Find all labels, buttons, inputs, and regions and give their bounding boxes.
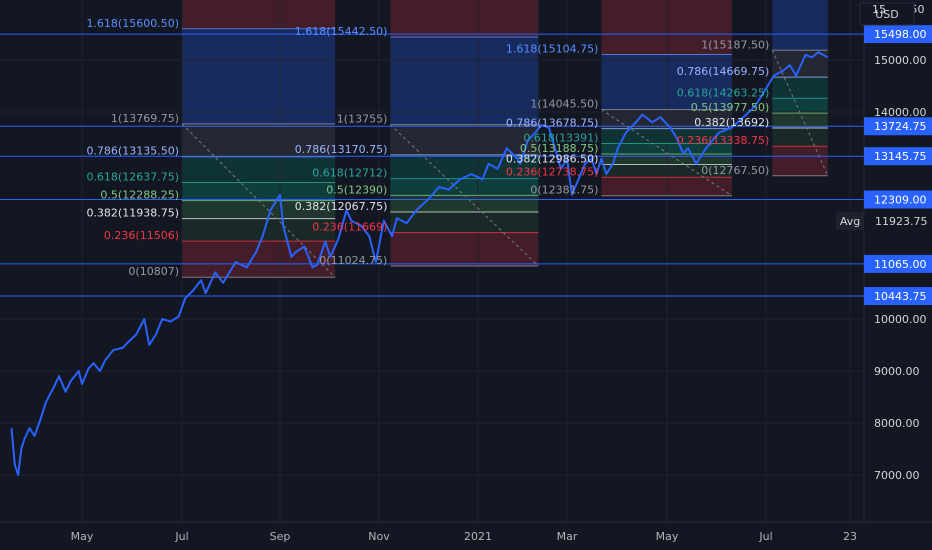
horizontal-lines bbox=[0, 33, 864, 297]
x-tick-label: May bbox=[71, 530, 94, 543]
fib-level-label: 0.786(14669.75) bbox=[677, 65, 770, 78]
price-box-label: 10443.75 bbox=[874, 290, 927, 303]
x-tick-label: Jul bbox=[174, 530, 188, 543]
fib-level-label: 0.382(11938.75) bbox=[86, 207, 179, 220]
fib-level-label: 0.618(12712) bbox=[312, 167, 387, 180]
fib-level-label: 0.618(13391) bbox=[523, 132, 598, 145]
axis-top-label: 15 bbox=[872, 3, 886, 16]
price-axis: 7000.00 8000.00 9000.00 10000.00 14000.00 150… bbox=[863, 0, 932, 522]
fib-level-label: 0.786(13135.50) bbox=[86, 145, 179, 158]
fib-zone bbox=[772, 113, 828, 128]
price-box-label: 12309.00 bbox=[874, 194, 927, 207]
y-tick-label: 8000.00 bbox=[874, 417, 920, 430]
fib-level-label: 0.236(12738.75) bbox=[506, 165, 599, 178]
fib-level-label: 1(13755) bbox=[337, 113, 388, 126]
fib-level-label: 0.236(13338.75) bbox=[677, 134, 770, 147]
price-box-label: 13724.75 bbox=[874, 120, 927, 133]
fib-level-label: 1(14045.50) bbox=[530, 98, 598, 111]
fib-zone bbox=[390, 195, 539, 212]
fib-level-label: 0.382(13692) bbox=[694, 116, 769, 129]
avg-value: 11923.75 bbox=[875, 215, 928, 228]
fib-level-label: 1(15187.50) bbox=[701, 38, 769, 51]
x-tick-label: 23 bbox=[843, 530, 857, 543]
price-box bbox=[864, 147, 932, 166]
fib-level-label: 0(11024.75) bbox=[319, 254, 387, 267]
price-box bbox=[864, 25, 932, 44]
y-tick-label: 15000.00 bbox=[874, 54, 927, 67]
fib-zone bbox=[772, 146, 828, 176]
fib-level-label: 0.236(11669) bbox=[312, 221, 387, 234]
fib-level-label: 0.236(11506) bbox=[104, 229, 179, 242]
fib-zone bbox=[182, 0, 336, 29]
fib-lines bbox=[181, 28, 829, 278]
fib-level-label: 0.382(12986.50) bbox=[506, 152, 599, 165]
fib-level-label: 0.5(12288.25) bbox=[100, 189, 179, 202]
x-tick-label: Mar bbox=[557, 530, 578, 543]
fib-level-label: 1.618(15600.50) bbox=[86, 17, 179, 30]
price-box-label: 15498.00 bbox=[874, 28, 927, 41]
price-box bbox=[864, 254, 932, 273]
fib-level-label: 0(12381.75) bbox=[530, 184, 598, 197]
fib-zone bbox=[390, 211, 539, 233]
fib-zone bbox=[182, 200, 336, 219]
time-axis: May Jul Sep Nov 2021 Mar May Jul 23 bbox=[0, 521, 932, 550]
avg-marker: Avg 11923.75 bbox=[836, 212, 932, 230]
fib-zone bbox=[772, 98, 828, 114]
y-tick-label: 9000.00 bbox=[874, 365, 920, 378]
fib-level-label: 0.618(14263.25) bbox=[677, 86, 770, 99]
fib-level-label: 0.5(12390) bbox=[326, 183, 387, 196]
grid bbox=[0, 0, 864, 522]
series-line bbox=[10, 51, 829, 476]
fib-zone bbox=[182, 182, 336, 201]
x-tick-label: May bbox=[656, 530, 679, 543]
fib-level-label: 0.5(13977.50) bbox=[691, 101, 770, 114]
fib-zone bbox=[390, 232, 539, 266]
fib-zone bbox=[390, 178, 539, 196]
fib-trend-line bbox=[771, 50, 829, 176]
fib-level-label: 1(13769.75) bbox=[111, 112, 179, 125]
y-tick-label: 14000.00 bbox=[874, 106, 927, 119]
x-tick-label: Nov bbox=[368, 530, 390, 543]
fib-level-label: 0.786(13170.75) bbox=[295, 143, 388, 156]
price-box bbox=[864, 287, 932, 306]
price-box bbox=[864, 117, 932, 136]
fib-trend-line bbox=[601, 109, 733, 197]
axis-header: 15000.50 USD 15 bbox=[859, 2, 925, 26]
x-tick-label: Sep bbox=[270, 530, 291, 543]
fib-zone bbox=[182, 28, 336, 124]
fib-zone bbox=[182, 156, 336, 183]
fib-zone bbox=[390, 0, 539, 37]
fib-zone bbox=[772, 127, 828, 147]
fib-zone bbox=[772, 50, 828, 78]
fib-labels: 1.618(15600.50) 1(13769.75) 0.786(13135.50… bbox=[86, 17, 769, 278]
currency-label[interactable]: USD bbox=[875, 8, 899, 21]
fib-level-label: 0.382(12067.75) bbox=[295, 200, 388, 213]
fib-zone bbox=[772, 0, 828, 51]
fib-level-label: 0.786(13678.75) bbox=[506, 117, 599, 130]
fib-zone bbox=[390, 36, 539, 125]
fib-zone bbox=[772, 77, 828, 99]
y-tick-label: 7000.00 bbox=[874, 469, 920, 482]
x-tick-label: 2021 bbox=[464, 530, 492, 543]
fib-level-label: 1.618(15104.75) bbox=[506, 43, 599, 56]
fib-trend-line bbox=[390, 124, 539, 267]
fib-level-label: 0.618(12637.75) bbox=[86, 170, 179, 183]
fib-zone bbox=[390, 124, 539, 155]
price-box bbox=[864, 190, 932, 209]
y-tick-label: 10000.00 bbox=[874, 313, 927, 326]
fib-trend-line bbox=[181, 123, 336, 278]
fib-level-label: 1.618(15442.50) bbox=[295, 25, 388, 38]
fib-fills bbox=[182, 0, 828, 278]
fib-zone bbox=[182, 218, 336, 242]
fib-level-label: 0.5(13188.75) bbox=[520, 142, 599, 155]
price-box-label: 11065.00 bbox=[874, 258, 927, 271]
x-tick-label: Jul bbox=[758, 530, 772, 543]
fib-zone bbox=[182, 123, 336, 157]
fib-level-label: 0(10807) bbox=[128, 265, 179, 278]
fib-level-label: 0(12767.50) bbox=[701, 164, 769, 177]
series-path bbox=[10, 51, 829, 476]
price-box-label: 13145.75 bbox=[874, 150, 927, 163]
avg-label: Avg bbox=[840, 215, 860, 228]
